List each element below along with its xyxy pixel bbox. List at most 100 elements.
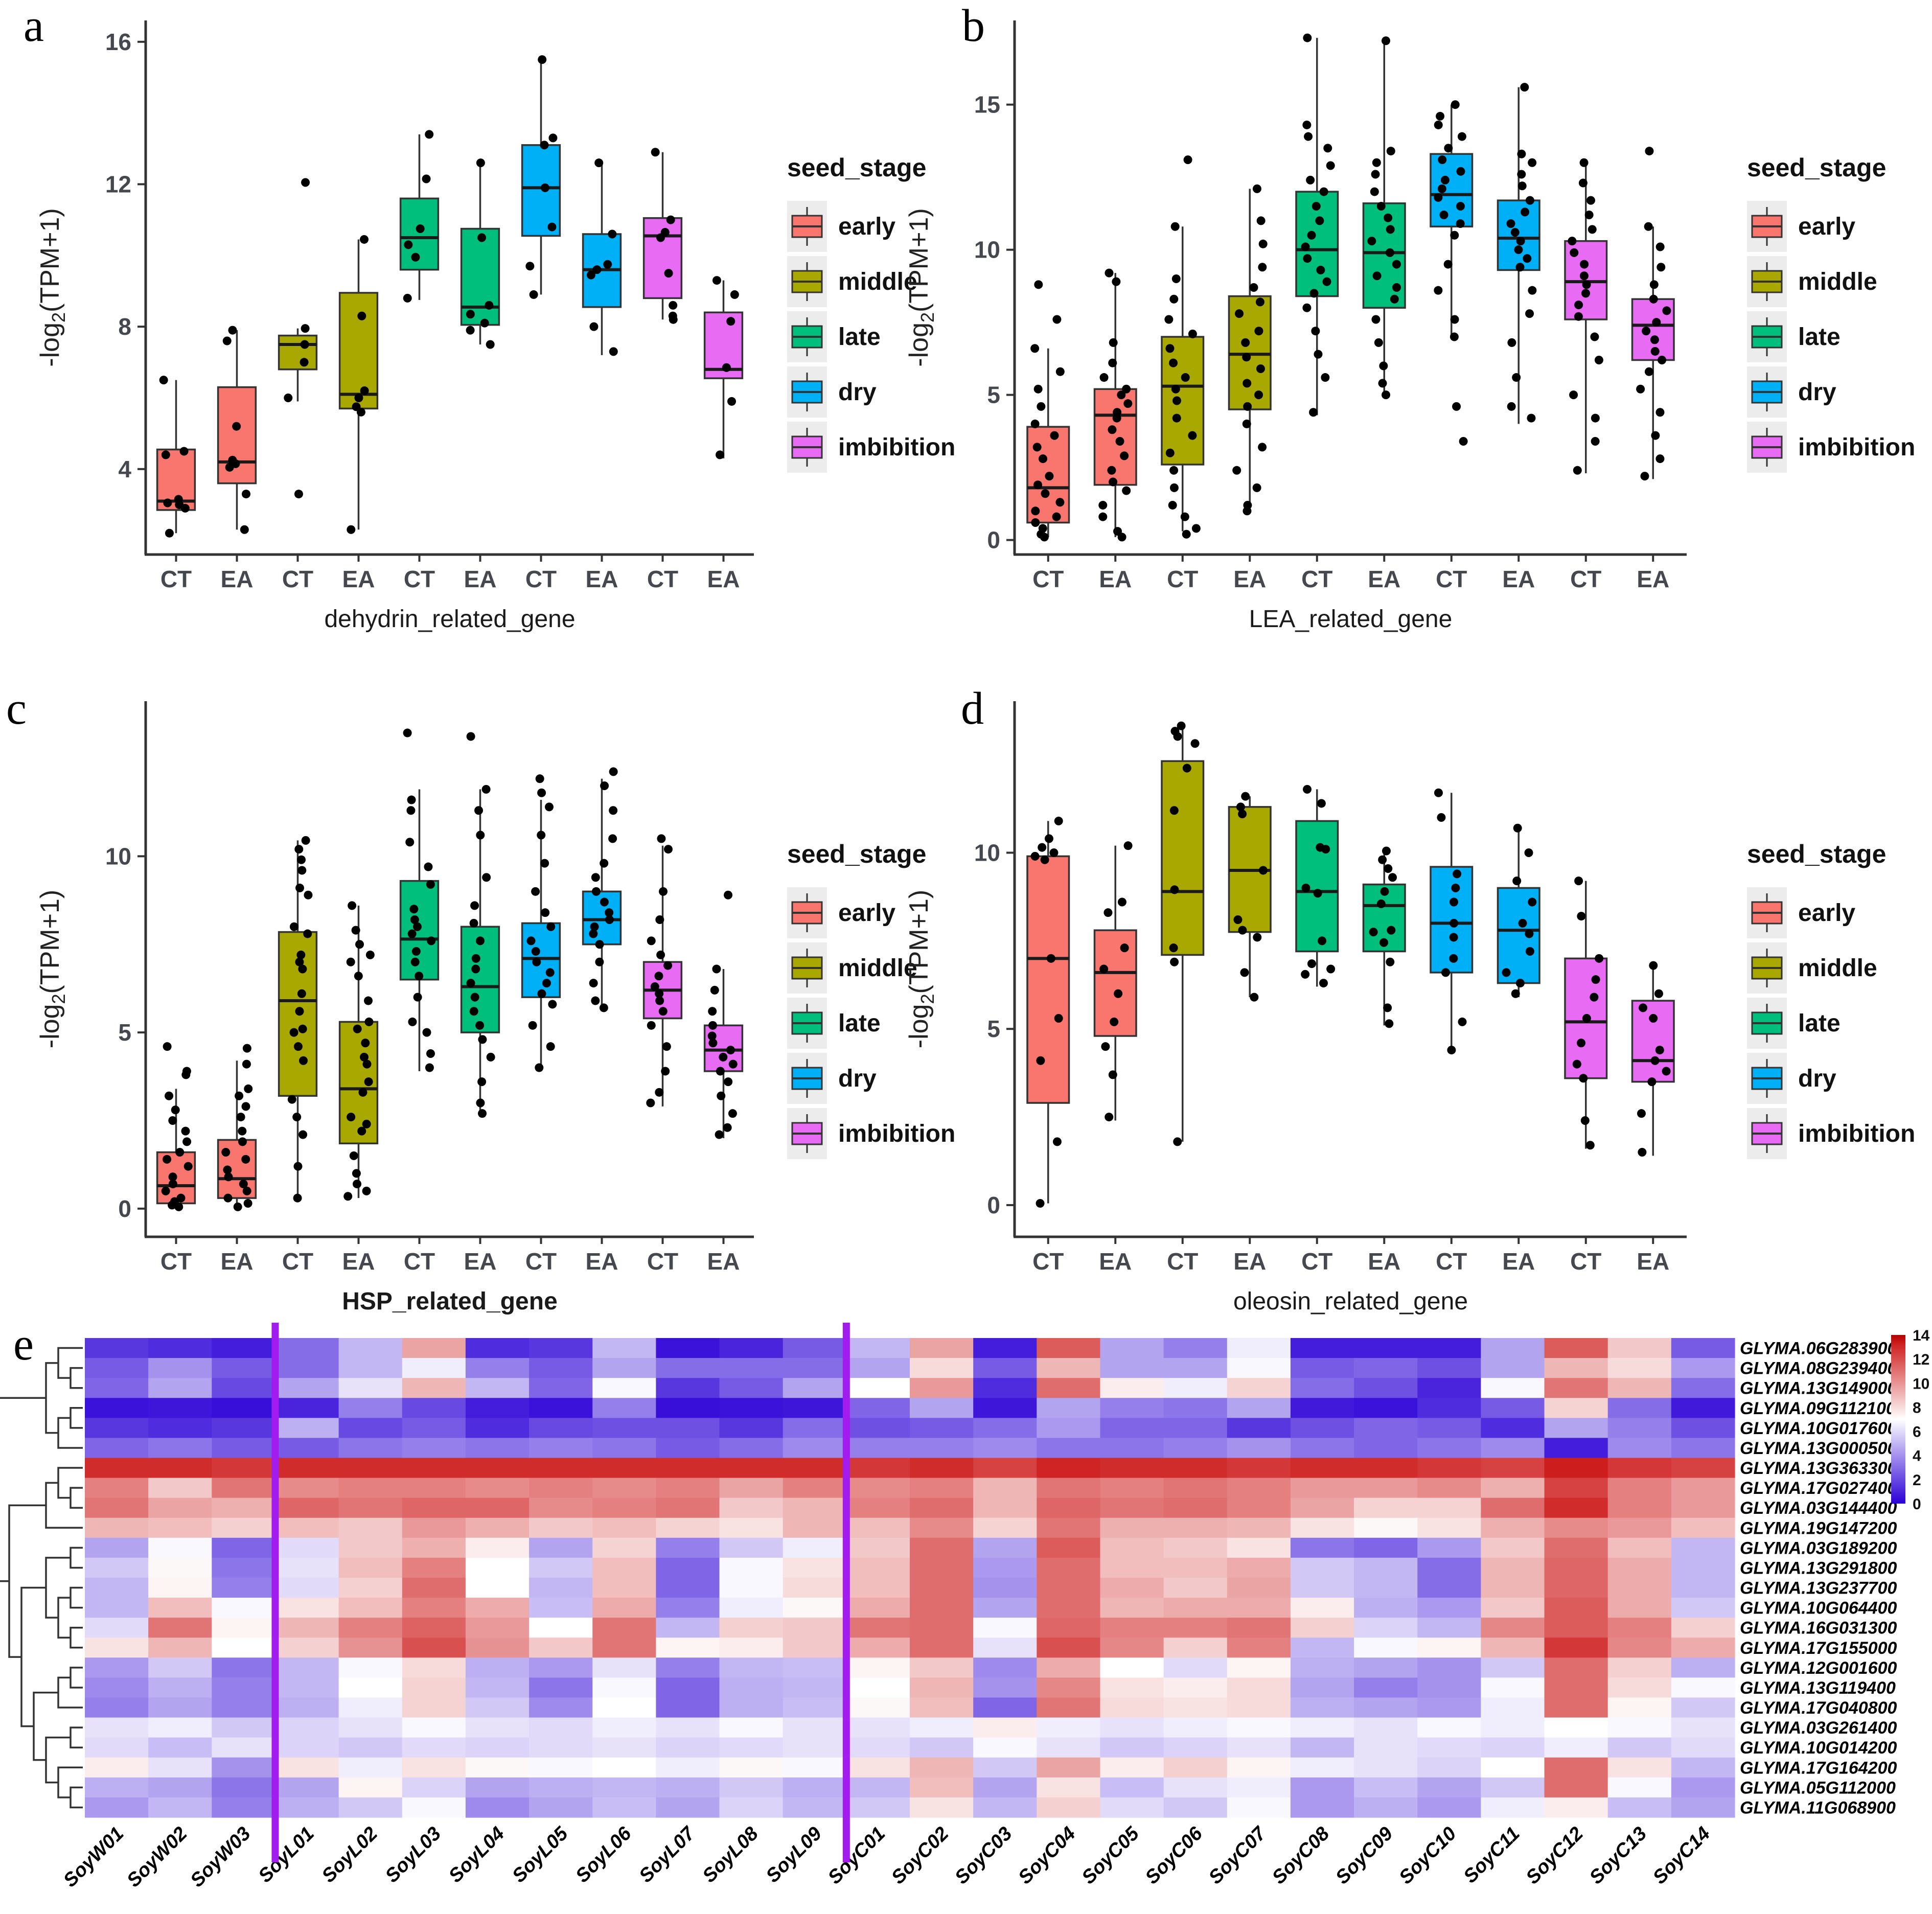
data-point [1258,443,1267,452]
heatmap-cell [1163,1338,1228,1358]
heatmap-cell [1481,1618,1545,1638]
heatmap-cell [1227,1578,1291,1598]
colorbar-tick-label: 0 [1913,1496,1921,1513]
data-point [1038,843,1047,852]
heatmap-cell [973,1777,1037,1798]
heatmap-cell [1100,1497,1164,1518]
heatmap-cell [846,1677,910,1698]
data-point [1122,384,1131,394]
data-point [299,1056,308,1065]
heatmap-cell [1481,1338,1545,1358]
data-point [415,972,424,981]
heatmap-cell [1100,1458,1164,1479]
heatmap-cell [1544,1717,1608,1738]
heatmap-cell [1163,1418,1228,1439]
data-point [181,1126,190,1136]
heatmap-cell [1037,1777,1101,1798]
data-point [1525,309,1534,318]
sample-label: SoyW02 [123,1823,191,1892]
data-point [1165,448,1175,457]
heatmap-cell [783,1338,847,1358]
data-point [726,1046,735,1055]
data-point [1638,1148,1647,1157]
data-point [1253,933,1262,942]
heatmap-cell [846,1657,910,1678]
data-point [724,890,733,900]
data-point [352,1169,361,1178]
heatmap-cell [1607,1438,1672,1459]
data-point [661,1067,670,1076]
data-point [1511,989,1520,998]
legend-entry-label: late [1798,1010,1841,1037]
data-point [1108,425,1117,434]
data-point [1258,263,1267,272]
data-point [293,1193,302,1203]
data-point [485,301,494,310]
data-point [1647,1077,1657,1087]
data-point [1392,283,1401,292]
data-point [707,1031,717,1041]
heatmap-cell [275,1537,339,1558]
heatmap-cell [1100,1797,1164,1818]
heatmap-cell [846,1497,910,1518]
heatmap-cell [1037,1517,1101,1538]
data-point [1515,263,1525,272]
data-point [1376,899,1386,908]
heatmap-cell [846,1638,910,1658]
data-point [1459,437,1468,446]
data-point [174,1202,183,1211]
heatmap-cell [1544,1358,1608,1378]
heatmap-cell [529,1478,593,1498]
heatmap-cell [212,1598,276,1618]
data-point [1312,201,1321,211]
heatmap-cell [465,1618,530,1638]
panel-letter-b: b [962,1,985,51]
data-point [297,866,307,875]
heatmap-cell [973,1378,1037,1398]
data-point [722,363,731,372]
heatmap-cell [338,1358,403,1378]
heatmap-cell [1417,1638,1481,1658]
colorbar-tick-label: 8 [1913,1399,1921,1416]
heatmap-cell [846,1398,910,1418]
heatmap-cell [1227,1717,1291,1738]
data-point [1110,1017,1119,1026]
data-point [608,834,617,843]
data-point [469,1007,478,1016]
data-point [409,905,419,914]
data-point [716,1067,725,1076]
heatmap-cell [338,1398,403,1418]
heatmap-cell [1163,1677,1228,1698]
data-point [486,340,495,349]
data-point [1120,451,1129,460]
heatmap-cell [1163,1717,1228,1738]
data-point [1177,721,1186,730]
data-point [541,908,550,917]
heatmap-cell [212,1737,276,1758]
heatmap-cell [402,1358,466,1378]
data-point [1573,466,1582,475]
data-point [480,318,489,328]
heatmap-cell [783,1757,847,1778]
data-point [416,224,425,234]
data-point [346,957,355,966]
heatmap-cell [529,1657,593,1678]
data-point [466,732,475,741]
data-point [424,862,433,871]
legend-title: seed_stage [787,840,926,868]
heatmap-cell [1227,1777,1291,1798]
data-point [1591,975,1600,984]
heatmap-cell [1671,1578,1735,1598]
heatmap-cell [148,1697,212,1718]
box-group-middle-EA [338,235,379,534]
box-group-dry-EA [582,767,622,1012]
data-point [1655,1046,1664,1055]
heatmap-cell [910,1497,974,1518]
data-point [1518,918,1527,928]
data-point [242,1186,251,1195]
heatmap-cell [275,1618,339,1638]
heatmap-cell [910,1358,974,1378]
heatmap-cell [1481,1578,1545,1598]
data-point [1436,111,1445,121]
data-point [182,1137,192,1146]
